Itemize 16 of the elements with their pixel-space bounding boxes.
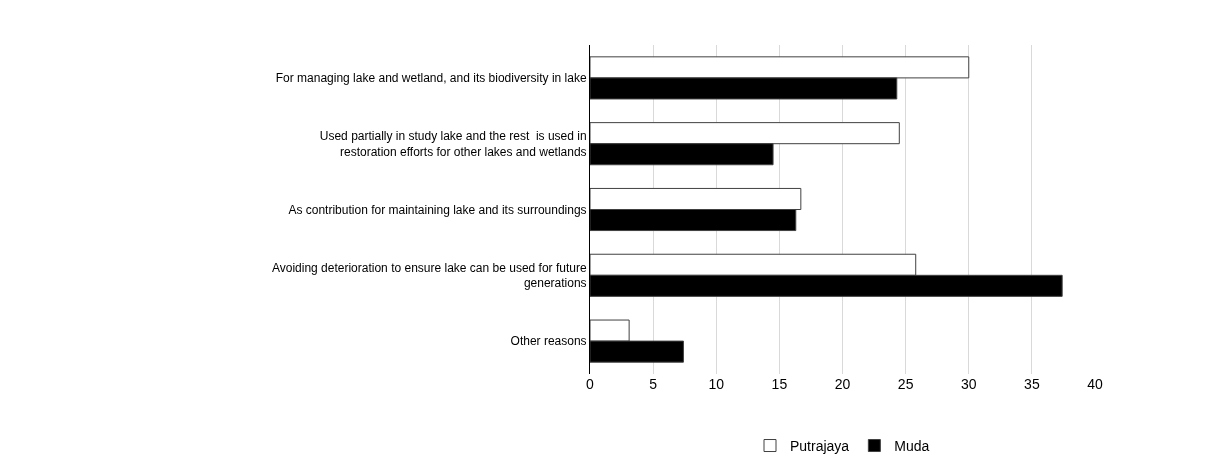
y-tick-label: Used partially in study lake and the rest is used in restoration efforts for other lakes and wetlands bbox=[319, 129, 587, 159]
y-tick-label: Other reasons bbox=[510, 334, 587, 349]
x-tick-label: 25 bbox=[897, 376, 914, 392]
x-tick-label: 20 bbox=[834, 376, 851, 392]
x-tick-label: 40 bbox=[1087, 376, 1103, 392]
y-tick-label: For managing lake and wetland, and its biodiversity in lake bbox=[275, 71, 587, 86]
x-tick-label: 15 bbox=[771, 376, 788, 392]
x-tick-label: 30 bbox=[960, 376, 977, 392]
legend-label: Muda bbox=[894, 437, 930, 454]
x-tick-label: 35 bbox=[1024, 376, 1040, 392]
y-tick-label: As contribution for maintaining lake and its surroundings bbox=[288, 202, 587, 217]
x-tick-label: 10 bbox=[708, 376, 725, 392]
x-tick-label: 5 bbox=[649, 376, 658, 392]
y-tick-label: Avoiding deterioration to ensure lake can be used for future generations bbox=[271, 260, 587, 291]
x-tick-label: 0 bbox=[586, 376, 595, 392]
legend-label: Putrajaya bbox=[790, 437, 850, 454]
